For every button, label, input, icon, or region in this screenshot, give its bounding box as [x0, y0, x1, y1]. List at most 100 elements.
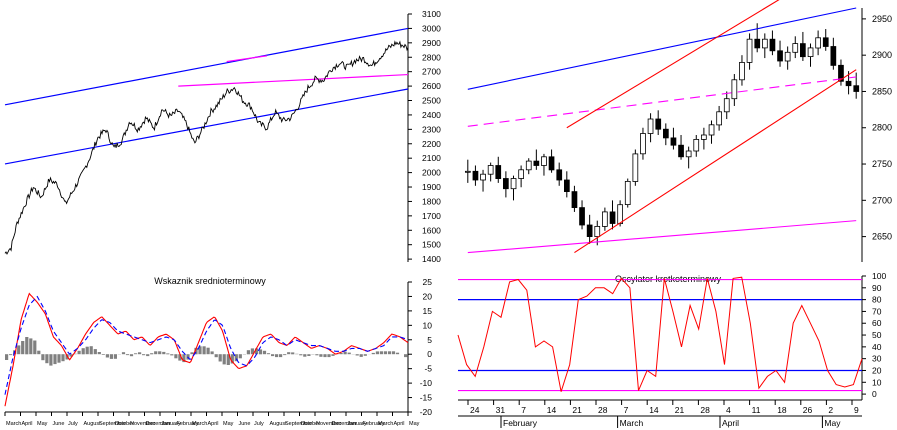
- x-month-label: April: [208, 421, 219, 427]
- y-tick-label: -10: [420, 378, 433, 388]
- histogram-bar: [222, 354, 226, 365]
- histogram-bar: [134, 353, 138, 355]
- histogram-bar: [254, 348, 259, 355]
- y-tick-label: 90: [872, 283, 882, 293]
- histogram-bar: [73, 353, 77, 355]
- y-tick-label: 2800: [422, 52, 441, 62]
- candle-body-down: [853, 85, 860, 92]
- y-tick-label: 2800: [872, 123, 892, 133]
- y-tick-label: 2400: [422, 110, 441, 120]
- y-tick-label: 2600: [422, 81, 441, 91]
- y-tick-label: -15: [420, 393, 433, 403]
- histogram-bar: [363, 354, 367, 356]
- candle-body-up: [541, 156, 547, 166]
- histogram-bar: [246, 350, 250, 355]
- candle-body-up: [464, 170, 471, 173]
- candle-body-up: [602, 211, 608, 227]
- y-tick-label: 2300: [422, 124, 441, 134]
- candle-body-up: [487, 165, 494, 175]
- x-month-label: September: [99, 421, 126, 427]
- histogram-bar: [214, 354, 218, 358]
- histogram-bar: [5, 354, 9, 360]
- histogram-bar: [178, 354, 182, 361]
- candle-body-down: [472, 170, 479, 181]
- x-date-label: 18: [777, 405, 787, 415]
- candle-body-down: [845, 80, 852, 87]
- candle-body-up: [617, 204, 624, 224]
- candle-body-down: [579, 207, 585, 226]
- x-date-label: 11: [752, 405, 761, 415]
- candle-body-up: [518, 169, 525, 179]
- y-tick-label: 20: [423, 291, 433, 301]
- x-date-label: 28: [700, 405, 710, 415]
- histogram-bar: [158, 351, 162, 355]
- candle-body-down: [655, 118, 662, 130]
- histogram-bar: [45, 354, 49, 364]
- histogram-bar: [81, 348, 85, 355]
- candle-body-up: [480, 173, 486, 181]
- histogram-bar: [262, 350, 267, 355]
- histogram-bar: [375, 351, 379, 355]
- candle-body-up: [723, 98, 730, 113]
- histogram-bar: [49, 354, 53, 366]
- histogram-bar: [347, 352, 351, 355]
- x-month-label: April: [722, 418, 739, 428]
- y-tick-label: 1600: [422, 225, 441, 235]
- histogram-bar: [69, 354, 73, 357]
- x-month-label: August: [84, 421, 102, 427]
- histogram-bar: [379, 351, 383, 355]
- y-tick-label: -5: [424, 364, 432, 374]
- y-tick-label: 5: [427, 335, 432, 345]
- histogram-bar: [226, 354, 230, 365]
- histogram-bar: [41, 354, 45, 361]
- histogram-bar: [17, 345, 21, 355]
- candle-body-down: [800, 43, 806, 58]
- histogram-bar: [182, 354, 186, 363]
- x-month-label: March: [620, 418, 644, 428]
- y-tick-label: 2900: [872, 50, 892, 60]
- candle-body-down: [663, 128, 669, 139]
- histogram-bar: [21, 341, 25, 355]
- histogram-bar: [283, 354, 287, 356]
- x-date-label: 26: [803, 405, 813, 415]
- y-tick-label: 50: [872, 330, 882, 340]
- x-date-label: 7: [521, 405, 526, 415]
- y-tick-label: 2000: [422, 168, 441, 178]
- histogram-bar: [85, 346, 89, 355]
- histogram-bar: [109, 354, 113, 359]
- candle-body-up: [693, 138, 700, 152]
- y-tick-label: 10: [872, 377, 882, 387]
- histogram-bar: [287, 352, 291, 355]
- trend-line: [467, 7, 857, 90]
- x-date-label: 31: [496, 405, 506, 415]
- histogram-bar: [266, 353, 271, 355]
- y-tick-label: 2900: [422, 38, 441, 48]
- histogram-bar: [138, 352, 142, 355]
- candle-body-up: [701, 134, 707, 140]
- y-tick-label: 15: [423, 306, 433, 316]
- histogram-bar: [230, 354, 234, 364]
- histogram-bar: [218, 354, 222, 362]
- histogram-bar: [291, 352, 295, 355]
- short-term-oscillator-panel: Oscylator krotkoterminowy010203040506070…: [457, 271, 886, 428]
- candle-body-down: [564, 179, 570, 193]
- x-month-label: August: [270, 421, 288, 427]
- histogram-bar: [206, 347, 210, 355]
- histogram-bar: [166, 353, 170, 355]
- histogram-bar: [331, 354, 335, 356]
- candle-body-up: [685, 150, 692, 158]
- x-month-label: December: [146, 421, 172, 427]
- candle-body-up: [746, 38, 753, 63]
- histogram-bar: [33, 340, 37, 355]
- histogram-bar: [129, 354, 134, 357]
- x-month-label: May: [409, 421, 420, 427]
- x-month-label: May: [824, 418, 841, 428]
- histogram-bar: [319, 354, 323, 357]
- y-tick-label: 1400: [422, 254, 441, 264]
- histogram-bar: [315, 354, 319, 356]
- x-date-label: 7: [624, 405, 629, 415]
- candle-body-down: [548, 156, 555, 171]
- x-month-label: February: [503, 418, 538, 428]
